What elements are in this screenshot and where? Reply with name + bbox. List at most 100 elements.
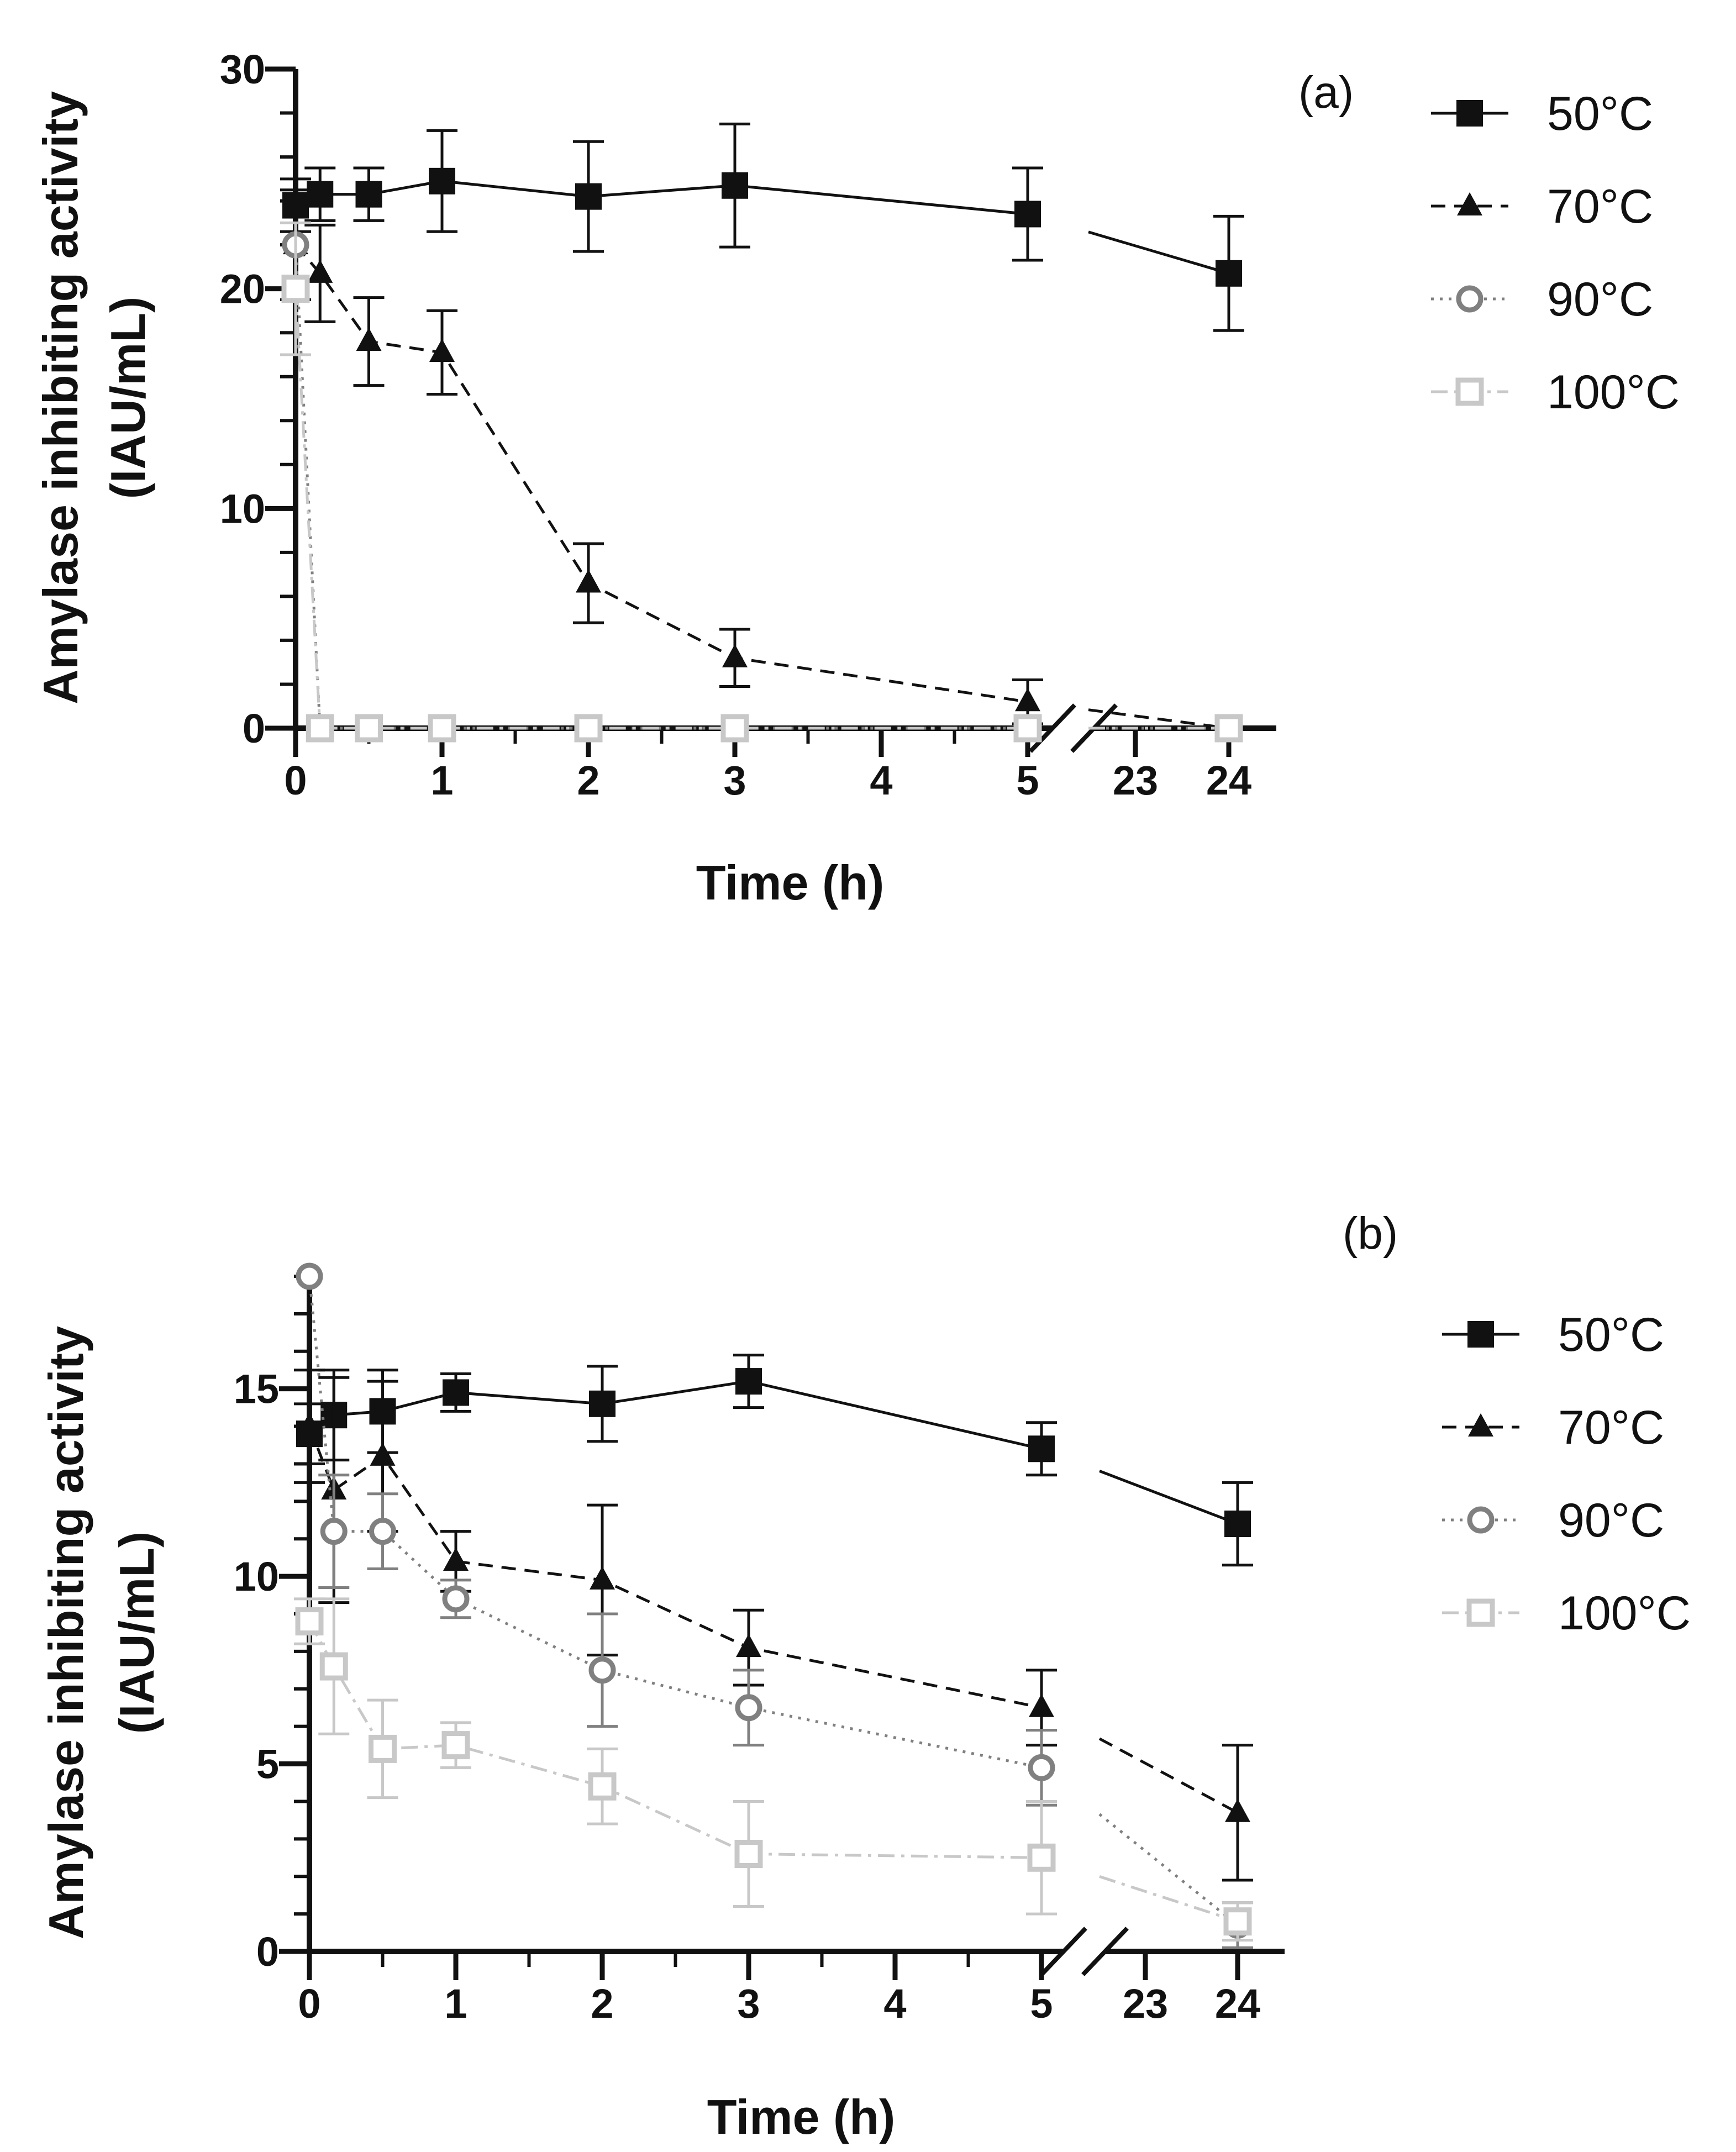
legend-label: 90°C xyxy=(1547,273,1653,326)
data-point xyxy=(356,328,382,351)
data-point xyxy=(1027,1843,1056,1872)
data-point xyxy=(1029,1693,1054,1717)
x-tick-label: 4 xyxy=(883,1981,906,2027)
axis-break-mark-right xyxy=(1081,1927,1129,1976)
series-line-after-break xyxy=(1099,1470,1238,1525)
x-tick-label: 1 xyxy=(444,1981,467,2027)
data-point xyxy=(443,1547,469,1571)
data-point xyxy=(722,172,748,199)
legend-marker xyxy=(1455,377,1484,406)
x-tick-label: 1 xyxy=(430,757,453,803)
x-axis-title-a: Time (h) xyxy=(696,855,885,910)
x-tick-label: 0 xyxy=(298,1981,320,2027)
legend-marker xyxy=(1456,285,1484,313)
x-tick-label: 2 xyxy=(591,1981,613,2027)
data-point xyxy=(428,714,456,743)
legend-item: 70°C xyxy=(1442,1401,1664,1454)
legend-label: 70°C xyxy=(1558,1401,1664,1454)
x-tick-label: 23 xyxy=(1123,1981,1168,2027)
series-line xyxy=(294,244,1028,703)
data-point xyxy=(1224,1511,1251,1538)
data-point xyxy=(722,644,748,667)
data-point xyxy=(319,1652,348,1681)
panel-label-b: (b) xyxy=(1343,1208,1398,1259)
x-tick-label: 3 xyxy=(737,1981,760,2027)
series-100C xyxy=(280,221,1243,743)
data-point xyxy=(735,1368,762,1395)
series-line xyxy=(308,1380,1042,1450)
data-point xyxy=(442,1585,470,1613)
legend-item: 90°C xyxy=(1431,273,1653,326)
y-tick-label: 15 xyxy=(234,1366,279,1412)
data-point xyxy=(369,1518,396,1545)
data-point xyxy=(1216,260,1242,287)
series-50C xyxy=(280,122,1244,332)
legend-label: 50°C xyxy=(1547,87,1653,140)
legend-a: 50°C 70°C 90°C 100°C xyxy=(1431,87,1680,419)
data-point xyxy=(281,275,310,303)
x-tick-label: 3 xyxy=(723,757,746,803)
data-point xyxy=(320,1518,348,1545)
data-point xyxy=(443,1379,469,1406)
legend-marker xyxy=(1457,192,1482,215)
legend-b: 50°C 70°C 90°C 100°C xyxy=(1442,1308,1691,1640)
legend-item: 90°C xyxy=(1442,1494,1664,1547)
y-axis-title-b-line2: (IAU/mL) xyxy=(109,1532,164,1734)
data-point xyxy=(574,714,603,743)
axis-break-mark-left xyxy=(1040,1927,1087,1976)
series-line xyxy=(294,288,1028,730)
series-line xyxy=(294,180,1028,215)
x-tick-label: 24 xyxy=(1215,1981,1260,2027)
data-point xyxy=(589,1390,616,1417)
legend-item: 100°C xyxy=(1442,1587,1691,1640)
data-point xyxy=(1014,201,1041,228)
legend-marker xyxy=(1467,1321,1494,1348)
y-axis-title-b-line1: Amylase inhibiting activity xyxy=(39,1326,93,1939)
series-line xyxy=(308,1620,1042,1859)
data-point xyxy=(1028,1435,1055,1462)
y-tick-label: 0 xyxy=(243,706,265,751)
legend-marker xyxy=(1466,1598,1495,1627)
y-tick-label: 30 xyxy=(220,46,265,92)
legend-marker xyxy=(1456,100,1483,127)
series-line-after-break xyxy=(1099,1875,1238,1923)
axis-break-mark-left xyxy=(1029,703,1076,753)
data-point xyxy=(736,1634,761,1658)
series-layer-b xyxy=(294,1262,1253,1949)
data-point xyxy=(588,1772,617,1801)
panel-label-a: (a) xyxy=(1298,67,1354,118)
x-tick-label: 24 xyxy=(1206,757,1251,803)
data-point xyxy=(1028,1754,1055,1781)
data-point xyxy=(429,338,455,362)
legend-label: 70°C xyxy=(1547,180,1653,233)
series-90C xyxy=(296,1262,1253,1949)
data-point xyxy=(1225,1798,1250,1822)
series-70C xyxy=(294,1369,1253,1882)
data-point xyxy=(576,569,601,593)
data-point xyxy=(1013,714,1042,743)
data-point xyxy=(295,1607,324,1636)
data-point xyxy=(441,1731,470,1760)
x-tick-label: 0 xyxy=(284,757,307,803)
data-point xyxy=(575,183,602,210)
series-layer-a xyxy=(280,122,1244,743)
series-line-after-break xyxy=(1098,1813,1239,1927)
data-point xyxy=(307,259,333,283)
y-tick-label: 0 xyxy=(256,1929,279,1975)
data-point xyxy=(355,714,383,743)
data-point xyxy=(720,714,749,743)
y-tick-label: 10 xyxy=(220,486,265,532)
x-tick-label: 2 xyxy=(577,757,599,803)
series-line xyxy=(294,245,1028,730)
x-tick-label: 23 xyxy=(1113,757,1158,803)
legend-item: 100°C xyxy=(1431,366,1680,419)
legend-item: 50°C xyxy=(1442,1308,1664,1361)
series-100C xyxy=(294,1597,1253,1942)
data-point xyxy=(306,714,334,743)
x-tick-label: 5 xyxy=(1016,757,1039,803)
y-tick-label: 10 xyxy=(234,1554,279,1599)
data-point xyxy=(588,1656,616,1684)
series-line-after-break xyxy=(1088,708,1229,730)
x-tick-label: 4 xyxy=(870,757,892,803)
